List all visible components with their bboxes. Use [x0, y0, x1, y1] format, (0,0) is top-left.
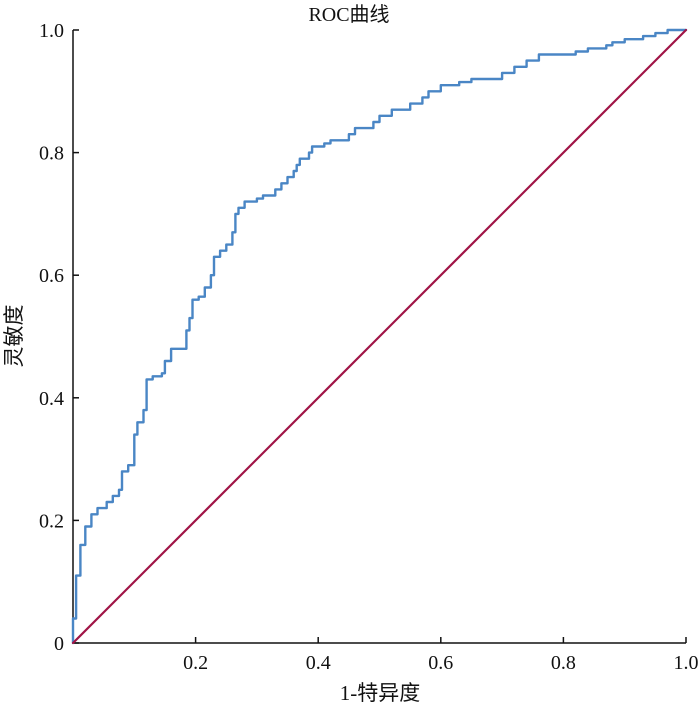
y-tick-label: 0.6 — [39, 265, 64, 287]
x-tick-label: 0.6 — [428, 652, 453, 674]
y-axis-ticks: 0 0.2 0.4 0.6 0.8 1.0 — [39, 20, 79, 655]
x-axis-ticks: 0.2 0.4 0.6 0.8 1.0 — [183, 637, 699, 674]
y-axis-title: 灵敏度 — [2, 305, 26, 368]
y-tick-label: 1.0 — [39, 20, 64, 42]
y-tick-label: 0 — [54, 633, 64, 655]
x-tick-label: 0.2 — [183, 652, 208, 674]
x-tick-label: 1.0 — [674, 652, 699, 674]
x-tick-label: 0.4 — [306, 652, 331, 674]
series-layer — [71, 28, 688, 645]
x-tick-label: 0.8 — [551, 652, 576, 674]
chart-title: ROC曲线 — [308, 3, 389, 26]
x-axis-title: 1-特异度 — [340, 681, 421, 705]
y-tick-label: 0.4 — [39, 388, 64, 410]
y-tick-label: 0.8 — [39, 143, 64, 165]
plot-area: 0.2 0.4 0.6 0.8 1.0 0 0.2 0.4 0.6 0.8 1.0 — [39, 20, 699, 674]
y-tick-label: 0.2 — [39, 510, 64, 532]
reference-diagonal-line — [71, 28, 688, 645]
roc-curve-line — [71, 28, 688, 645]
